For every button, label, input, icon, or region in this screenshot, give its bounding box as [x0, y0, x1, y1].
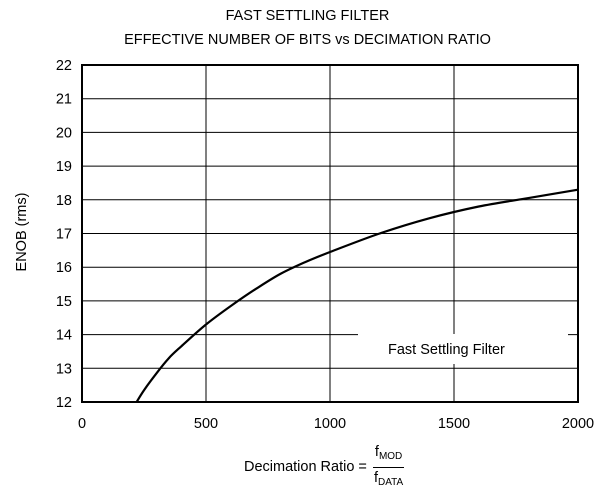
fraction-denominator: fDATA [373, 469, 404, 488]
y-tick-label: 20 [56, 125, 72, 141]
y-tick-label: 15 [56, 294, 72, 310]
x-tick-label: 2000 [562, 416, 594, 432]
x-tick-label: 500 [194, 416, 218, 432]
x-axis-label-prefix: Decimation Ratio = [244, 459, 367, 475]
x-axis-label: Decimation Ratio = fMOD fDATA [0, 442, 615, 492]
y-tick-labels: 12 13 14 15 16 17 18 19 20 21 22 [56, 58, 72, 411]
series-line-fast-settling-filter [135, 188, 579, 403]
y-tick-label: 21 [56, 92, 72, 108]
legend-background [358, 334, 568, 364]
y-tick-label: 16 [56, 260, 72, 276]
x-tick-label: 1000 [314, 416, 346, 432]
y-tick-label: 13 [56, 361, 72, 377]
fraction-numerator: fMOD [372, 444, 405, 468]
y-tick-label: 17 [56, 227, 72, 243]
chart-title: FAST SETTLING FILTER [225, 8, 390, 24]
y-tick-label: 14 [56, 328, 72, 344]
y-tick-label: 18 [56, 193, 72, 209]
y-tick-label: 22 [56, 58, 72, 74]
chart-subtitle: EFFECTIVE NUMBER OF BITS vs DECIMATION R… [124, 32, 491, 48]
y-tick-label: 12 [56, 395, 72, 411]
x-tick-label: 0 [78, 416, 86, 432]
x-tick-labels: 0 500 1000 1500 2000 [78, 416, 594, 432]
plot-frame [81, 64, 579, 403]
x-tick-label: 1500 [438, 416, 470, 432]
x-axis-label-fraction: fMOD fDATA [372, 444, 405, 491]
y-tick-label: 19 [56, 159, 72, 175]
legend-entry-fast-settling-filter: Fast Settling Filter [388, 342, 505, 358]
